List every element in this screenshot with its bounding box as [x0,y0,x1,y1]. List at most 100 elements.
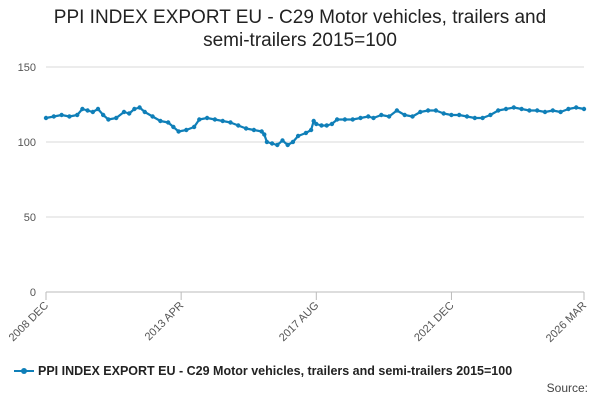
data-point[interactable] [114,115,119,121]
data-point[interactable] [472,115,477,121]
data-point[interactable] [127,111,132,116]
data-point[interactable] [303,130,309,136]
y-tick-label: 50 [24,212,36,224]
data-point[interactable] [137,105,142,110]
data-point[interactable] [236,123,241,128]
source-label: Source: [546,381,588,395]
data-point[interactable] [581,106,587,112]
data-point[interactable] [191,124,197,130]
data-point[interactable] [402,112,407,118]
data-point[interactable] [51,114,56,119]
data-point[interactable] [204,115,210,121]
data-point[interactable] [280,138,285,143]
x-axis: 2008 DEC 2013 APR 2017 AUG 2021 DEC 2026 MAR [7,291,589,345]
data-point[interactable] [558,109,563,115]
data-point[interactable] [158,118,163,124]
data-point[interactable] [308,127,314,133]
data-point[interactable] [171,124,176,130]
data-point[interactable] [264,139,270,145]
series-line-0 [45,106,585,147]
data-point[interactable] [366,114,371,119]
data-point[interactable] [176,129,181,134]
data-point[interactable] [324,123,329,128]
data-point[interactable] [542,109,548,115]
data-point[interactable] [166,120,171,125]
data-point[interactable] [358,115,363,121]
data-point[interactable] [259,129,264,134]
data-point[interactable] [334,117,340,122]
data-point[interactable] [251,127,257,133]
data-point[interactable] [371,115,376,121]
data-point[interactable] [386,114,392,119]
data-point[interactable] [350,117,355,122]
y-axis: 0 50 100 150 [18,62,36,299]
data-point[interactable] [314,121,319,127]
data-point[interactable] [410,114,415,119]
data-point[interactable] [212,117,218,122]
data-point[interactable] [319,123,324,128]
data-point[interactable] [311,118,316,124]
data-point[interactable] [418,109,423,115]
data-point[interactable] [150,114,155,119]
data-point[interactable] [90,109,96,115]
chart-title-line-1: PPI INDEX EXPORT EU - C29 Motor vehicles… [53,7,547,28]
data-point[interactable] [43,115,49,121]
chart-title: PPI INDEX EXPORT EU - C29 Motor vehicles… [0,6,600,52]
gridlines [46,66,584,293]
data-point[interactable] [574,105,579,110]
legend-swatch [14,366,34,376]
data-point[interactable] [67,114,72,119]
data-point[interactable] [101,112,106,118]
data-point[interactable] [511,105,516,110]
data-point[interactable] [220,118,225,124]
data-point[interactable] [290,139,296,145]
x-tick-label: 2008 DEC [7,300,51,344]
data-point[interactable] [184,127,189,133]
data-point[interactable] [342,117,348,122]
legend[interactable]: PPI INDEX EXPORT EU - C29 Motor vehicles… [14,364,512,378]
data-point[interactable] [449,112,454,118]
y-tick-label: 100 [18,137,36,149]
data-point[interactable] [535,108,540,113]
data-point[interactable] [295,133,301,139]
data-point[interactable] [285,142,290,148]
data-point[interactable] [121,109,127,115]
y-tick-label: 150 [18,62,36,74]
data-point[interactable] [488,112,493,118]
data-point[interactable] [80,106,85,112]
data-point[interactable] [550,108,555,113]
data-point[interactable] [433,108,439,113]
data-point[interactable] [85,108,90,113]
data-point[interactable] [519,106,524,112]
data-point[interactable] [464,114,470,119]
data-point[interactable] [106,117,111,122]
data-point[interactable] [228,120,233,125]
x-tick-label: 2021 DEC [412,300,456,344]
data-point[interactable] [197,117,202,122]
data-point[interactable] [379,112,384,118]
data-point[interactable] [394,108,400,113]
data-point[interactable] [59,112,64,118]
data-point[interactable] [243,126,249,131]
chart-title-line-2: semi-trailers 2015=100 [203,30,397,51]
data-point[interactable] [142,109,147,115]
data-point[interactable] [496,108,501,113]
data-point[interactable] [75,112,80,118]
data-point[interactable] [95,106,101,112]
data-point[interactable] [480,115,485,121]
x-tick-label: 2013 APR [143,300,187,344]
data-point[interactable] [527,108,532,113]
data-point[interactable] [566,106,571,112]
data-point[interactable] [275,142,280,148]
data-point[interactable] [269,141,275,146]
data-point[interactable] [329,121,335,127]
data-point[interactable] [457,112,462,118]
data-point[interactable] [441,111,446,116]
x-tick-label: 2017 AUG [277,300,321,344]
x-tick-label: 2026 MAR [544,300,589,345]
data-point[interactable] [425,108,431,113]
data-point[interactable] [132,106,137,112]
data-point[interactable] [262,132,267,137]
data-point[interactable] [503,106,509,112]
